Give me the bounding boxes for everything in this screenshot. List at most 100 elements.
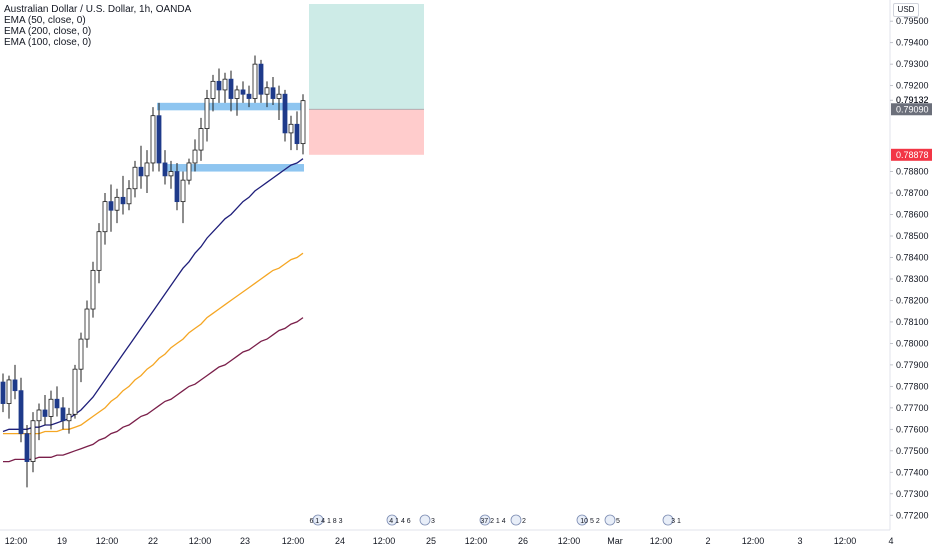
event-marker: 10 5 2 [576,514,600,526]
price-tick-label: 0.79200 [896,81,929,91]
candle [162,150,168,185]
time-tick-label: 2 [705,536,710,546]
candle-body [294,123,300,145]
time-tick-label: 12:00 [742,536,765,546]
candle-body [6,379,12,404]
time-tick-label: 12:00 [5,536,28,546]
event-flag-icon [510,514,522,526]
candle [198,117,204,161]
candle-body [96,231,102,271]
time-tick-label: 23 [240,536,250,546]
time-tick-label: 24 [335,536,345,546]
event-marker: 6 1 4 1 8 3 [309,514,343,526]
candle [120,175,126,215]
candle-body [228,78,234,99]
ema-50-legend[interactable]: EMA (50, close, 0) [4,15,86,26]
chart-legend: Australian Dollar / U.S. Dollar, 1h, OAN… [4,4,191,48]
candle [288,115,294,151]
stop-price-tag [891,148,932,161]
candle-body [186,162,192,181]
ema-100-legend[interactable]: EMA (100, close, 0) [4,37,92,48]
candle-body [72,368,78,415]
event-marker: 5 [604,514,620,526]
price-tick-label: 0.77600 [896,424,929,434]
candle [150,107,156,172]
candle-body [168,171,174,177]
event-marker: 2 [510,514,526,526]
event-marker-label: 2 [522,518,526,525]
price-tick-label: 0.77200 [896,510,929,520]
candle-body [84,308,90,340]
symbol-title: Australian Dollar / U.S. Dollar, 1h, OAN… [4,4,192,15]
candle [252,55,258,103]
stop-zone [309,109,424,155]
candle-body [198,128,204,151]
event-marker-label: 4 1 4 6 [389,518,411,525]
candle [6,375,12,419]
candle [180,171,186,224]
price-tick-label: 0.78600 [896,210,929,220]
candle [102,193,108,245]
candle-body [300,100,306,145]
candle [270,77,276,105]
price-tick-label: 0.78800 [896,167,929,177]
candle [300,94,306,155]
ema-200-legend[interactable]: EMA (200, close, 0) [4,26,92,37]
event-flag-icon [479,514,491,526]
support-zone [163,164,304,172]
time-tick-label: 12:00 [373,536,396,546]
candle-body [222,78,228,91]
time-axis[interactable]: 12:00 19 12:00 22 12:00 23 12:00 24 12:00 25 12:00… [5,536,894,546]
candle-body [192,149,198,164]
event-marker-label: 3 1 [671,518,681,525]
candle-body [60,407,66,422]
candle-body [36,409,42,422]
price-tick-label: 0.77800 [896,381,929,391]
candle [156,102,162,172]
candle-body [282,93,288,134]
candle [0,373,6,413]
candle-body [126,188,132,205]
candle [108,184,114,232]
candle [240,81,246,103]
candle [18,377,24,443]
candle [294,111,300,151]
candle [12,364,18,400]
last-price-label: 0.79132 [896,95,929,105]
candle-body [210,80,216,99]
price-axis[interactable]: 0.79500 0.79400 0.79300 0.79200 0.79132 0.788… [890,16,929,520]
time-tick-label: Mar [607,536,623,546]
currency-badge[interactable]: USD [893,3,919,17]
time-tick-label: 12:00 [558,536,581,546]
time-tick-label: 4 [888,536,893,546]
candle [222,72,228,103]
candle [126,180,132,211]
candle [204,89,210,142]
candle [138,145,144,189]
price-tick-label: 0.78500 [896,231,929,241]
time-tick-label: 12:00 [465,536,488,546]
candle [60,397,66,430]
event-flag-icon [662,514,674,526]
target-zone [309,4,424,110]
candle [210,74,216,112]
candle-body [108,201,114,211]
candle [264,81,270,108]
time-tick-label: 12:00 [189,536,212,546]
candle [168,160,174,189]
candle [78,332,84,383]
event-marker-label: 3 [431,518,435,525]
economic-events: 6 1 4 1 8 3 4 1 4 6 3 37 2 1 4 2 10 5 2 5 3 1 [309,514,681,526]
event-marker: 3 1 [662,514,681,526]
price-tick-label: 0.77700 [896,403,929,413]
time-tick-label: 12:00 [282,536,305,546]
ema-200-line [3,317,304,463]
candle [42,394,48,426]
event-marker-label: 10 5 2 [580,518,600,525]
price-tick-label: 0.78700 [896,188,929,198]
ema-50-line [2,158,304,433]
candle-body [138,166,144,177]
